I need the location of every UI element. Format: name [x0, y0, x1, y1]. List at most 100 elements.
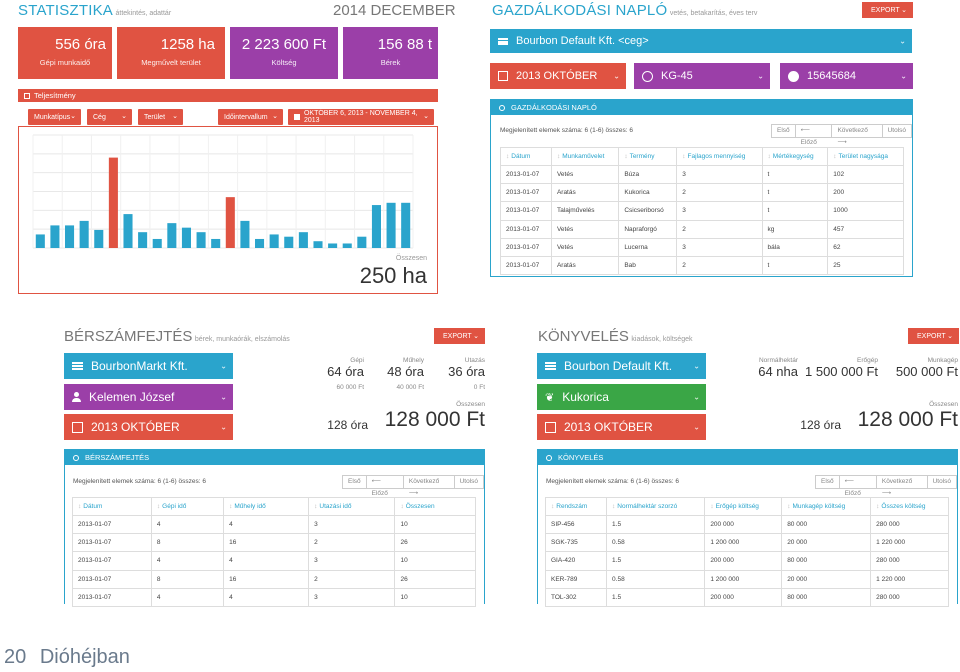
accounting-export-button[interactable]: EXPORT ⌄ [908, 328, 959, 344]
accounting-month-select[interactable]: 2013 OKTÓBER ⌄ [537, 414, 706, 440]
table-row[interactable]: 2013-01-07 Aratás Bab 2 t 25 [500, 255, 904, 276]
table-row[interactable]: 2013-01-07 Aratás Kukorica 2 t 200 [500, 183, 904, 203]
payroll-company-select[interactable]: BourbonMarkt Kft. ⌄ [64, 353, 233, 379]
column-header[interactable]: ↕ Dátum [500, 147, 552, 166]
chart-bar-12[interactable] [196, 232, 206, 248]
pager-next[interactable]: Következő ⟶ [402, 475, 455, 497]
chart-bar-9[interactable] [152, 238, 162, 248]
payroll-export-button[interactable]: EXPORT ⌄ [434, 328, 485, 344]
column-header[interactable]: ↕ Rendszám [544, 497, 608, 516]
accounting-company-select[interactable]: Bourbon Default Kft. ⌄ [537, 353, 706, 379]
world-icon [788, 70, 799, 82]
chart-bar-22[interactable] [342, 243, 352, 248]
column-header[interactable]: ↕ Dátum [72, 497, 152, 516]
chart-bar-6[interactable] [108, 157, 118, 248]
filter-area[interactable]: Terület ⌄ [138, 109, 183, 125]
pager-first[interactable]: Első [815, 475, 840, 489]
table-cell: 2013-01-07 [500, 201, 552, 221]
table-row[interactable]: 2013-01-07 Vetés Lucerna 3 bála 62 [500, 237, 904, 257]
table-row[interactable]: KER-789 0.58 1 200 000 20 000 1 220 000 [544, 569, 949, 589]
pager-next[interactable]: Következő ⟶ [875, 475, 928, 497]
column-header[interactable]: ↕ Utazási idő [308, 497, 396, 516]
journal-export-button[interactable]: EXPORT ⌄ [862, 2, 913, 18]
pager-prev[interactable]: ⟵ Előző [365, 475, 404, 497]
table-row[interactable]: SIP-456 1.5 200 000 80 000 280 000 [544, 514, 949, 535]
pager-prev[interactable]: ⟵ Előző [794, 124, 833, 146]
chart-bar-19[interactable] [298, 232, 308, 248]
sort-icon: ↕ [314, 503, 318, 510]
chart-bar-16[interactable] [255, 238, 265, 248]
filter-company[interactable]: Cég ⌄ [87, 109, 132, 125]
chart-bar-24[interactable] [371, 205, 381, 248]
table-cell: SIP-456 [544, 514, 608, 535]
statistics-subtitle: áttekintés, adattár [115, 10, 172, 17]
filter-interval[interactable]: Időintervallum ⌄ [218, 109, 283, 125]
filter-date-range[interactable]: OKTÓBER 6, 2013 - NOVEMBER 4, 2013 ⌄ [288, 109, 434, 125]
pager-first[interactable]: Első [342, 475, 367, 489]
chart-bar-20[interactable] [313, 241, 323, 248]
pager-prev[interactable]: ⟵ Előző [838, 475, 877, 497]
payroll-month-select[interactable]: 2013 OKTÓBER ⌄ [64, 414, 233, 440]
column-header[interactable]: ↕ Erőgép költség [704, 497, 783, 516]
table-row[interactable]: 2013-01-07 4 4 3 10 [72, 587, 476, 607]
tile-cost[interactable]: 2 223 600 Ft Költség [230, 27, 338, 79]
tile-cultivated-area[interactable]: 1258 ha Megművelt terület [117, 27, 225, 79]
filter-work-type[interactable]: Munkatípus ⌄ [28, 109, 81, 125]
chart-bar-5[interactable] [94, 229, 104, 248]
column-header[interactable]: ↕ Fajlagos mennyiség [676, 147, 763, 166]
chart-bar-7[interactable] [123, 214, 133, 248]
tile-label: Gépi munkaidő [39, 58, 91, 67]
accounting-crop-select[interactable]: ❦ Kukorica ⌄ [537, 384, 706, 410]
chart-bar-25[interactable] [386, 202, 396, 248]
column-header[interactable]: ↕ Mértékegység [761, 147, 829, 166]
table-row[interactable]: 2013-01-07 4 4 3 10 [72, 551, 476, 571]
chart-bar-13[interactable] [211, 238, 221, 248]
chart-bar-8[interactable] [138, 232, 148, 248]
pager-next[interactable]: Következő ⟶ [831, 124, 883, 146]
pager-last[interactable]: Utolsó [926, 475, 957, 489]
chart-bar-18[interactable] [284, 236, 294, 248]
column-header[interactable]: ↕ Gépi idő [150, 497, 225, 516]
column-header[interactable]: ↕ Munkagép költség [781, 497, 872, 516]
chart-bar-11[interactable] [181, 227, 191, 248]
column-header[interactable]: ↕ Terület nagysága [827, 147, 904, 166]
chart-bar-23[interactable] [357, 236, 367, 248]
column-header[interactable]: ↕ Műhely idő [223, 497, 310, 516]
company-name: Bourbon Default Kft. [564, 359, 673, 373]
column-header[interactable]: ↕ Termény [618, 147, 678, 166]
table-row[interactable]: 2013-01-07 Vetés Napraforgó 2 kg 457 [500, 219, 904, 239]
journal-id-select[interactable]: 15645684 ⌄ [780, 63, 913, 89]
column-header[interactable]: ↕ Összes költség [870, 497, 949, 516]
pager-first[interactable]: Első [771, 124, 796, 138]
journal-month-select[interactable]: 2013 OKTÓBER ⌄ [490, 63, 626, 89]
chart-bar-15[interactable] [240, 220, 250, 248]
chart-bar-4[interactable] [79, 220, 89, 248]
table-row[interactable]: GIA-420 1.5 200 000 80 000 280 000 [544, 551, 949, 571]
table-row[interactable]: 2013-01-07 Vetés Búza 3 t 102 [500, 164, 904, 185]
chart-bar-21[interactable] [328, 243, 338, 248]
table-row[interactable]: 2013-01-07 8 16 2 26 [72, 569, 476, 589]
payroll-person-select[interactable]: Kelemen József ⌄ [64, 384, 233, 410]
table-row[interactable]: 2013-01-07 8 16 2 26 [72, 533, 476, 553]
table-row[interactable]: 2013-01-07 4 4 3 10 [72, 514, 476, 535]
chart-bar-26[interactable] [401, 202, 411, 248]
chart-bar-2[interactable] [50, 225, 60, 248]
column-header[interactable]: ↕ Összesen [394, 497, 476, 516]
tile-wages[interactable]: 156 88 t Bérek [343, 27, 438, 79]
journal-plot-select[interactable]: KG-45 ⌄ [634, 63, 770, 89]
table-row[interactable]: TOL-302 1.5 200 000 80 000 280 000 [544, 587, 949, 607]
tile-machine-hours[interactable]: 556 óra Gépi munkaidő [18, 27, 112, 79]
performance-header: Teljesítmény [18, 89, 438, 102]
chart-bar-17[interactable] [269, 234, 279, 248]
chart-bar-1[interactable] [35, 234, 45, 248]
pager-last[interactable]: Utolsó [453, 475, 484, 489]
table-row[interactable]: 2013-01-07 Talajművelés Csicseriborsó 3 t 100… [500, 201, 904, 221]
chart-bar-3[interactable] [65, 225, 75, 248]
journal-company-select[interactable]: Bourbon Default Kft. <ceg> ⌄ [490, 29, 912, 53]
column-header[interactable]: ↕ Munkaművelet [550, 147, 620, 166]
pager-last[interactable]: Utolsó [881, 124, 912, 138]
chart-bar-14[interactable] [225, 197, 235, 248]
table-row[interactable]: SGK-735 0.58 1 200 000 20 000 1 220 000 [544, 533, 949, 553]
chart-bar-10[interactable] [167, 223, 177, 248]
column-header[interactable]: ↕ Normálhektár szorzó [606, 497, 706, 516]
